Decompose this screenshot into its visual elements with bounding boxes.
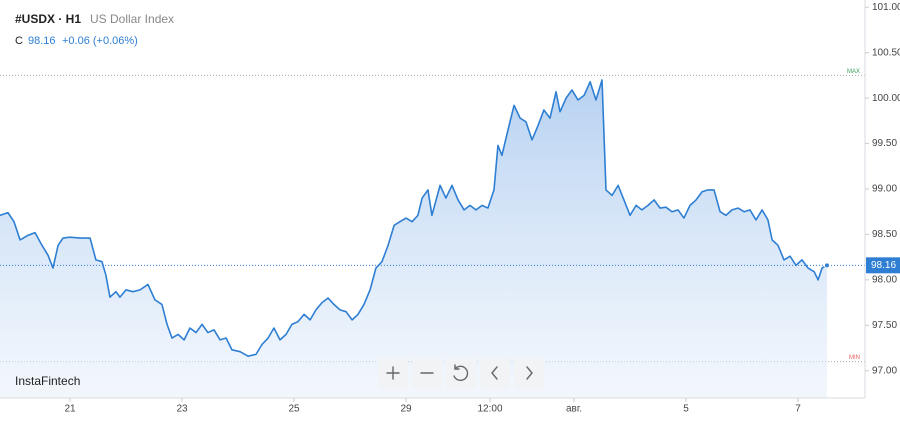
x-tick-label: 5 bbox=[683, 404, 689, 415]
toolbar bbox=[378, 358, 544, 388]
close-label: C bbox=[15, 35, 23, 47]
x-tick-label: 21 bbox=[64, 404, 76, 415]
symbol: #USDX · H1 bbox=[15, 12, 81, 26]
price-tag-label: 98.16 bbox=[871, 260, 896, 271]
last-point bbox=[823, 262, 830, 269]
chart-title: US Dollar Index bbox=[90, 12, 174, 26]
brand: InstaFintech bbox=[15, 374, 80, 388]
x-tick-label: 29 bbox=[400, 404, 412, 415]
reset-icon bbox=[453, 364, 469, 382]
scroll-left[interactable] bbox=[480, 358, 510, 388]
reference-label: MAX bbox=[847, 69, 860, 75]
x-tick-label: 12:00 bbox=[478, 404, 503, 415]
right-icon bbox=[526, 366, 533, 380]
x-tick-label: 7 bbox=[795, 404, 801, 415]
y-tick-label: 101.00 bbox=[872, 2, 900, 13]
price-tag bbox=[866, 257, 900, 274]
x-tick-label: авг. bbox=[566, 404, 582, 415]
x-tick-label: 23 bbox=[176, 404, 188, 415]
y-tick-label: 99.00 bbox=[872, 184, 897, 195]
change: +0.06 (+0.06%) bbox=[62, 35, 138, 47]
y-tick-label: 100.00 bbox=[872, 93, 900, 104]
y-tick-label: 99.50 bbox=[872, 138, 897, 149]
line bbox=[0, 79, 828, 358]
close-value: 98.16 bbox=[28, 35, 56, 47]
scroll-right[interactable] bbox=[514, 358, 544, 388]
area bbox=[0, 79, 827, 398]
zoom-in-icon bbox=[386, 366, 400, 380]
y-tick-label: 97.50 bbox=[872, 320, 897, 331]
y-tick-label: 98.50 bbox=[872, 229, 897, 240]
y-tick-label: 98.00 bbox=[872, 275, 897, 286]
reset[interactable] bbox=[446, 358, 476, 388]
y-tick-label: 100.50 bbox=[872, 47, 900, 58]
left-icon bbox=[491, 366, 498, 380]
y-tick-label: 97.00 bbox=[872, 365, 897, 376]
reference-label: MIN bbox=[849, 355, 860, 361]
x-tick-label: 25 bbox=[288, 404, 300, 415]
plot-area bbox=[0, 74, 865, 398]
